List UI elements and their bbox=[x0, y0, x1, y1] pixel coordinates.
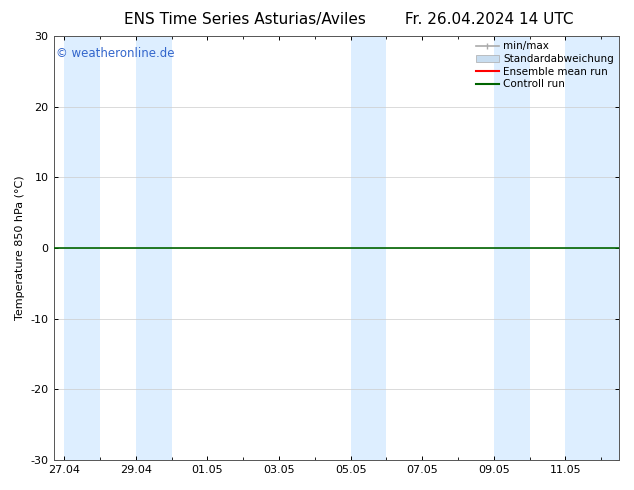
Bar bbox=[351, 36, 386, 460]
Text: © weatheronline.de: © weatheronline.de bbox=[56, 47, 175, 60]
Bar bbox=[494, 36, 529, 460]
Bar bbox=[566, 36, 619, 460]
Legend: min/max, Standardabweichung, Ensemble mean run, Controll run: min/max, Standardabweichung, Ensemble me… bbox=[474, 39, 616, 91]
Bar bbox=[136, 36, 172, 460]
Y-axis label: Temperature 850 hPa (°C): Temperature 850 hPa (°C) bbox=[15, 176, 25, 320]
Text: ENS Time Series Asturias/Aviles        Fr. 26.04.2024 14 UTC: ENS Time Series Asturias/Aviles Fr. 26.0… bbox=[124, 12, 573, 27]
Bar bbox=[64, 36, 100, 460]
